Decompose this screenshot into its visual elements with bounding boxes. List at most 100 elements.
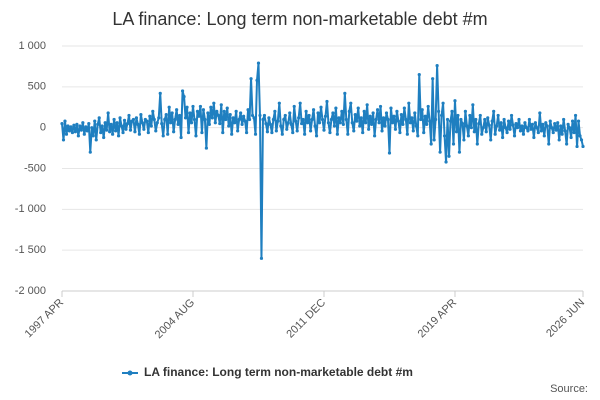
point: [237, 117, 241, 122]
point: [139, 113, 143, 117]
point: [176, 122, 180, 126]
point: [444, 160, 448, 164]
point: [270, 130, 274, 135]
point: [170, 111, 174, 115]
point: [67, 129, 72, 133]
point: [328, 130, 332, 135]
point: [179, 135, 183, 140]
point: [381, 116, 386, 120]
point: [529, 127, 533, 131]
x-tick-label: 2004 AUG: [153, 297, 197, 341]
point: [416, 134, 420, 138]
point: [478, 113, 482, 118]
point: [127, 113, 131, 118]
point: [154, 129, 158, 133]
point: [267, 116, 271, 120]
point: [570, 119, 575, 123]
point: [140, 121, 144, 125]
point: [565, 142, 569, 146]
point: [343, 91, 347, 95]
point: [475, 142, 479, 146]
point: [489, 138, 493, 142]
point: [506, 119, 511, 123]
point: [392, 114, 396, 118]
point: [428, 119, 432, 123]
point: [66, 124, 70, 128]
point: [389, 106, 393, 110]
point: [180, 89, 185, 93]
point: [503, 126, 508, 130]
point: [386, 117, 390, 122]
point: [155, 121, 159, 125]
point: [185, 105, 189, 109]
point: [419, 117, 423, 122]
point: [218, 121, 222, 126]
point: [84, 125, 88, 129]
point: [484, 130, 488, 134]
point: [355, 119, 359, 123]
x-tick-label: 2011 DEC: [284, 297, 328, 341]
point: [375, 108, 380, 112]
point: [341, 122, 345, 126]
point: [512, 134, 517, 138]
point: [200, 130, 204, 135]
point: [81, 121, 85, 125]
point: [310, 117, 314, 122]
point: [244, 130, 249, 135]
point: [85, 129, 89, 133]
point: [374, 117, 378, 122]
point: [73, 130, 77, 134]
point: [253, 132, 258, 136]
point: [535, 126, 539, 130]
point: [161, 134, 165, 138]
point: [331, 111, 335, 115]
point: [198, 104, 203, 109]
point: [498, 128, 502, 132]
point: [250, 113, 255, 118]
point: [326, 121, 331, 125]
point: [252, 116, 256, 120]
point: [169, 121, 173, 125]
point: [225, 106, 229, 110]
point: [526, 129, 530, 133]
point: [151, 109, 155, 113]
point: [401, 122, 405, 126]
point: [352, 129, 356, 133]
point: [255, 78, 259, 82]
point: [280, 132, 284, 136]
point: [438, 150, 442, 154]
point: [231, 116, 235, 120]
point: [434, 117, 438, 122]
point: [274, 129, 278, 133]
point: [460, 121, 465, 126]
point: [545, 124, 549, 128]
point: [463, 109, 468, 113]
point: [216, 113, 220, 118]
point: [356, 106, 360, 110]
point: [234, 109, 238, 113]
point: [353, 113, 357, 117]
point: [468, 113, 472, 118]
point: [511, 123, 515, 127]
point: [203, 117, 207, 122]
point: [422, 130, 426, 135]
chart-title: LA finance: Long term non-marketable deb…: [112, 9, 487, 29]
point: [481, 126, 485, 130]
point: [295, 129, 299, 133]
x-tick-label: 2026 JUN: [544, 297, 587, 340]
point: [581, 144, 585, 149]
point: [457, 150, 462, 154]
point: [97, 116, 101, 120]
point: [398, 130, 402, 135]
point: [317, 121, 322, 125]
point: [105, 128, 109, 132]
legend-label: LA finance: Long term non-marketable deb…: [144, 365, 413, 379]
point: [320, 117, 325, 122]
point: [487, 123, 491, 127]
point: [533, 121, 537, 125]
point: [514, 121, 518, 126]
point: [173, 117, 177, 122]
point: [371, 111, 375, 115]
point: [340, 109, 344, 113]
point: [268, 122, 272, 126]
